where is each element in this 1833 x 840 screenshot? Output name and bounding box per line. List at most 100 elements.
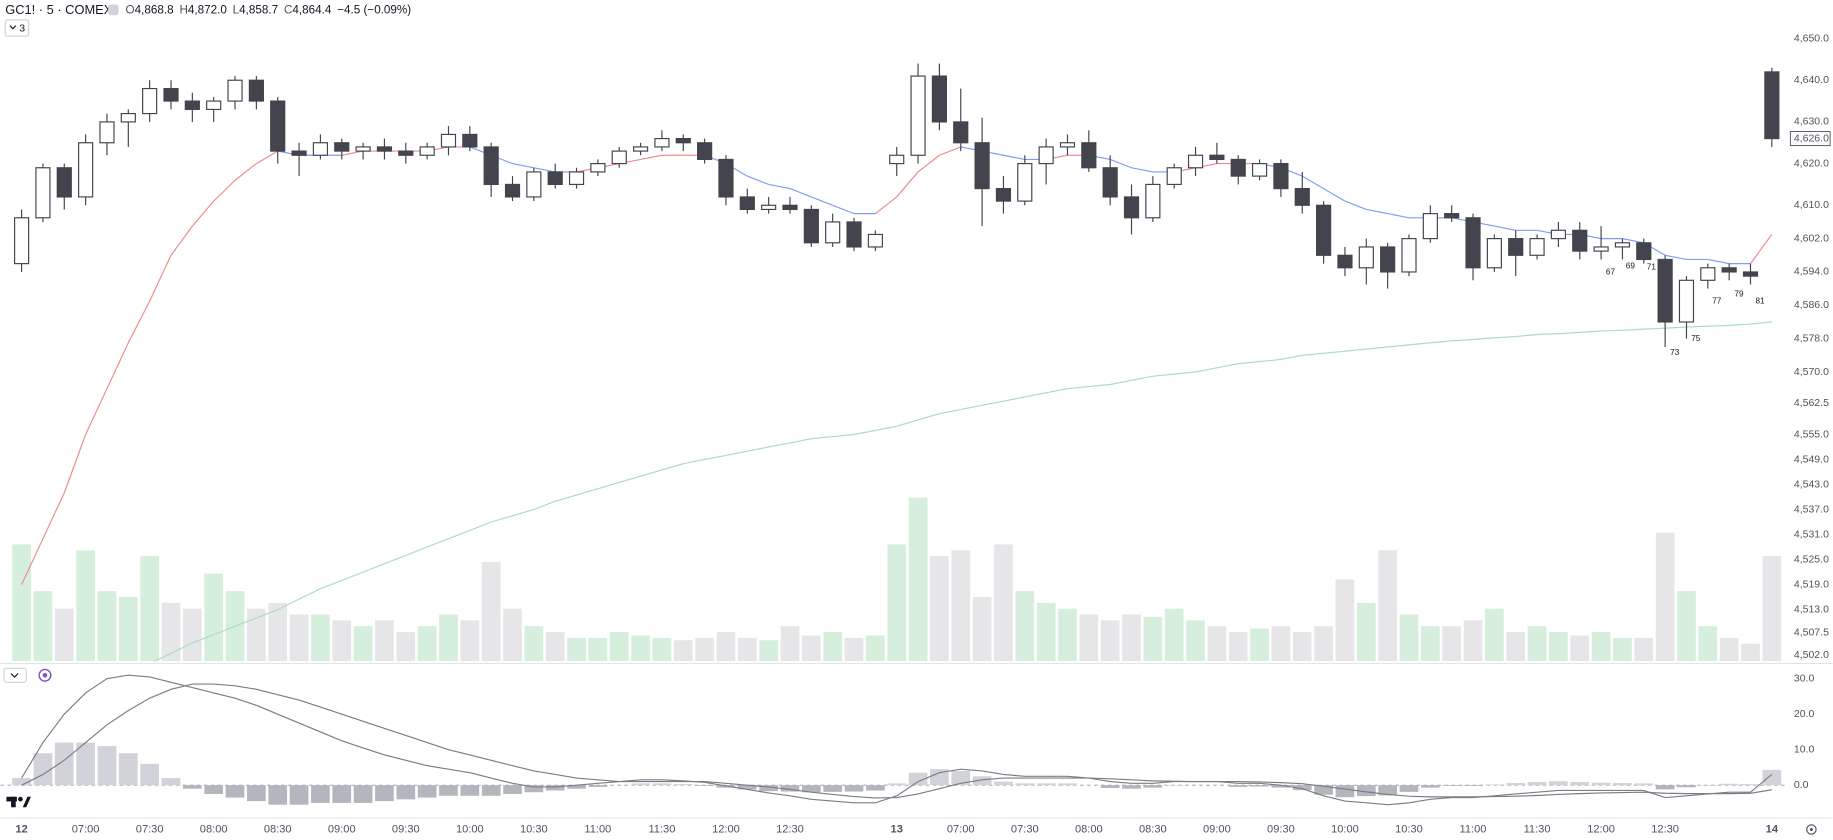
x-tick-label: 07:30 [136, 823, 164, 835]
volume-bar [503, 608, 522, 662]
short-moving-average [1344, 200, 1367, 210]
symbol: GC1! · 5 · COMEX [5, 2, 112, 17]
indicator-toggle[interactable]: 3 [4, 19, 30, 37]
candle-body [654, 138, 670, 148]
volume-bar [866, 635, 885, 662]
volume-bar [1698, 626, 1718, 662]
long-moving-average [153, 321, 1772, 662]
macd-histogram-bar [1058, 783, 1077, 786]
volume-bar [54, 608, 74, 662]
short-moving-average [1387, 213, 1410, 219]
volume-bar [1335, 579, 1355, 662]
volume-bar [12, 544, 31, 662]
legend-key: H [179, 4, 187, 17]
short-moving-average [256, 150, 279, 165]
candle-body [1123, 196, 1140, 219]
short-moving-average [191, 200, 215, 227]
candle-body [910, 75, 926, 156]
count-label: 71 [1647, 263, 1657, 272]
y-tick-label: 4,549.0 [1794, 453, 1829, 465]
legend-key: L [233, 4, 240, 17]
timezone-settings[interactable] [1806, 824, 1817, 835]
volume-bar [1570, 635, 1590, 662]
volume-bar [1036, 602, 1056, 662]
macd-histogram-bar [1356, 785, 1376, 797]
volume-bar [1399, 614, 1419, 662]
candle-body [1529, 238, 1545, 256]
y-tick-label: 4,602.0 [1794, 232, 1829, 244]
short-moving-average [127, 300, 151, 344]
candle-body [718, 158, 734, 198]
candle-body [1273, 163, 1289, 190]
y-tick-label: 4,640.0 [1794, 74, 1829, 86]
short-moving-average [1622, 238, 1644, 244]
macd-collapse[interactable] [3, 667, 27, 683]
candle-body [163, 87, 179, 102]
candle-body [675, 138, 691, 144]
source-icon[interactable] [108, 4, 119, 16]
x-tick-label: 07:30 [1011, 823, 1039, 835]
legend-key: O [126, 4, 135, 17]
macd-histogram-bar [801, 785, 821, 793]
volume-bar [460, 620, 480, 662]
volume-bar [1079, 614, 1099, 662]
count-label: 73 [1670, 348, 1680, 357]
candle-body [291, 150, 307, 156]
candle-body [1358, 246, 1374, 269]
last-price-box [1789, 131, 1831, 147]
volume-bar [1634, 637, 1654, 662]
macd-histogram-bar [289, 785, 309, 805]
candle-body [590, 163, 606, 173]
x-tick-label: 09:00 [1203, 823, 1231, 835]
macd-histogram-bar [1463, 785, 1483, 786]
macd-histogram-bar [567, 785, 586, 789]
macd-histogram-bar [887, 783, 907, 786]
short-moving-average [42, 492, 65, 539]
macd-histogram-bar [1228, 785, 1248, 787]
candle-body [867, 233, 883, 248]
candle-body [312, 142, 329, 156]
macd-settings[interactable] [38, 668, 52, 682]
volume-bar [1677, 591, 1696, 662]
volume-bar [247, 608, 266, 662]
volume-bar [396, 632, 416, 662]
y-tick-label: 4,531.0 [1794, 528, 1829, 540]
y-tick-label: 4,507.5 [1794, 626, 1829, 638]
volume-bar [1015, 591, 1035, 662]
candle-body [931, 75, 948, 123]
macd-histogram-bar [1015, 783, 1035, 786]
candle-body [739, 196, 755, 211]
candle-body [1166, 167, 1182, 186]
x-tick-label: 09:30 [1267, 823, 1295, 835]
candle-body [142, 87, 158, 115]
x-tick-label: 12 [15, 823, 27, 835]
y-tick-label: 4,570.0 [1794, 366, 1829, 378]
volume-bar [951, 550, 971, 662]
volume-bar [332, 620, 352, 662]
volume-bar [1314, 626, 1333, 662]
macd-histogram-bar [481, 785, 501, 796]
candle-body [825, 221, 841, 244]
macd-histogram-bar [695, 785, 714, 786]
candle-body [1764, 71, 1780, 140]
short-moving-average [939, 146, 961, 156]
volume-bar [1164, 608, 1184, 662]
y-tick-label: 4,630.0 [1794, 116, 1829, 128]
y-tick-label: 4,610.0 [1794, 199, 1829, 211]
candle-body [270, 100, 286, 152]
short-moving-average [533, 167, 556, 173]
macd-histogram-bar [866, 785, 885, 791]
legend-value: 4,858.7 [239, 4, 278, 17]
x-tick-label: 11:30 [1524, 823, 1551, 835]
candle-body [1038, 146, 1054, 165]
macd-histogram-bar [588, 785, 608, 787]
macd-histogram-bar [1292, 785, 1312, 791]
volume-bar [1613, 637, 1632, 662]
x-tick-label: 12:00 [712, 823, 740, 835]
legend-key: C [284, 4, 292, 17]
volume-bar [1356, 602, 1376, 662]
candle-body [953, 121, 969, 144]
candle-body [1742, 271, 1759, 277]
candle-body [1593, 246, 1609, 252]
